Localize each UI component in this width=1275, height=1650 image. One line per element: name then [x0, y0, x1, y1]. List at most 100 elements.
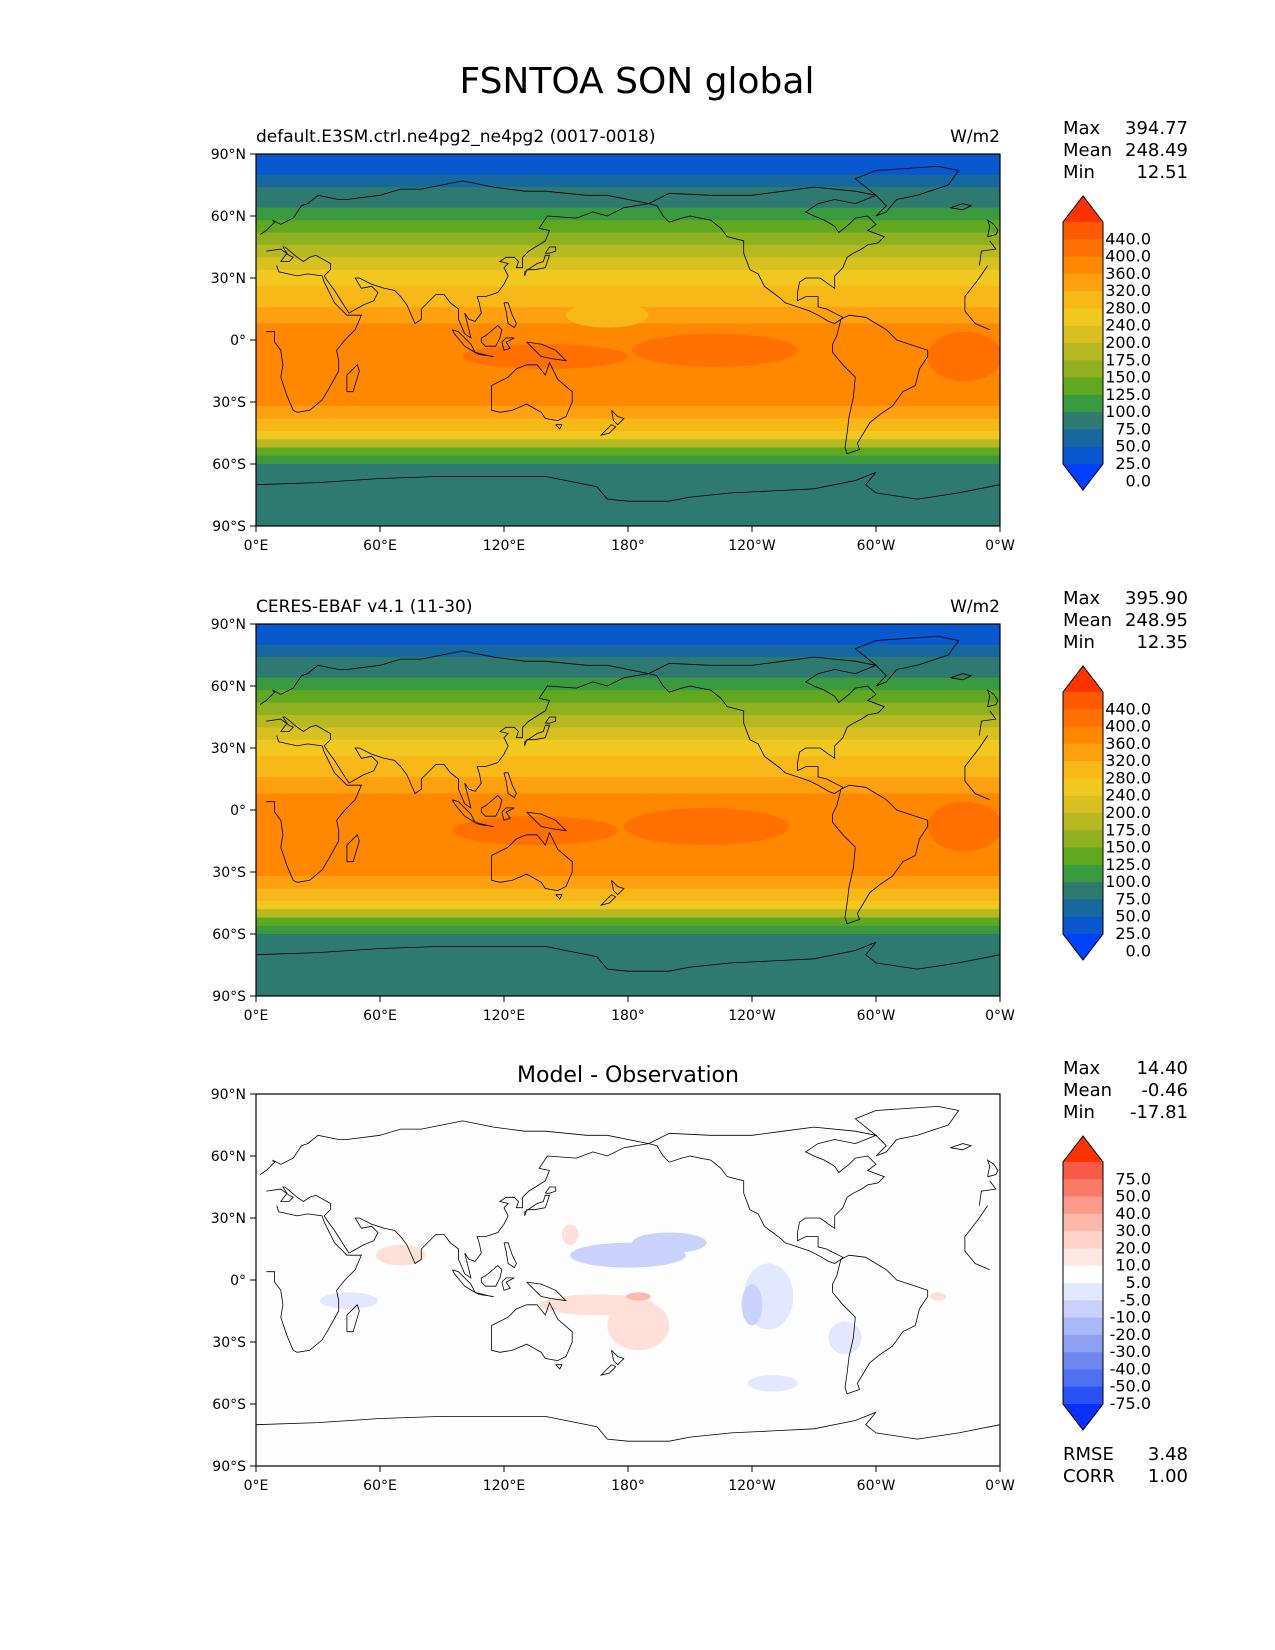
colorbar-swatch — [1063, 847, 1103, 866]
contour-band — [256, 702, 1000, 716]
coastline — [501, 807, 515, 821]
contour-band — [256, 207, 1000, 221]
stat-label: RMSE — [1063, 1444, 1114, 1465]
contour-patch — [828, 1321, 862, 1355]
lat-tick-label: 30°S — [212, 395, 246, 411]
colorbar-label: 360.0 — [1105, 734, 1151, 753]
contour-band — [256, 430, 1000, 440]
colorbar-label: 400.0 — [1105, 247, 1151, 266]
colorbar-swatch — [1063, 1231, 1103, 1249]
stat-value: 395.90 — [1125, 588, 1188, 609]
contour-band — [256, 439, 1000, 448]
coastline — [611, 1350, 625, 1366]
colorbar-swatch — [1063, 412, 1103, 430]
colorbar-swatch — [1063, 360, 1103, 379]
stat-label: CORR — [1063, 1466, 1115, 1487]
coastline — [555, 894, 563, 900]
coastline — [524, 724, 551, 747]
coastline — [950, 203, 973, 211]
coastline — [491, 831, 573, 892]
coastline — [346, 1304, 360, 1333]
lon-tick-label: 60°E — [363, 1478, 397, 1494]
coastline — [978, 240, 997, 266]
lat-tick-label: 0° — [230, 1273, 246, 1289]
colorbar-swatch — [1063, 709, 1103, 728]
coastline — [491, 1301, 573, 1362]
coastline — [611, 880, 625, 896]
colorbar-label: 100.0 — [1105, 402, 1151, 421]
lon-tick-label: 0°W — [985, 538, 1015, 554]
colorbar-label: 400.0 — [1105, 717, 1151, 736]
coastline — [832, 784, 929, 925]
colorbar-label: 0.0 — [1126, 941, 1151, 960]
coastline — [503, 1242, 517, 1269]
contour-band — [256, 406, 1000, 420]
colorbar-label: 50.0 — [1115, 437, 1151, 456]
lat-tick-label: 60°S — [212, 1397, 246, 1413]
colorbar-swatch — [1063, 222, 1103, 240]
coastline — [599, 894, 617, 906]
lon-tick-label: 120°W — [728, 1008, 776, 1024]
map-field — [256, 1094, 1000, 1466]
stat-value: 12.35 — [1136, 632, 1188, 653]
colorbar-swatch — [1063, 1248, 1103, 1267]
contour-patch — [632, 1232, 707, 1254]
lon-tick-label: 60°W — [857, 1478, 896, 1494]
colorbar: 440.0400.0360.0320.0280.0240.0200.0175.0… — [1062, 665, 1151, 961]
coastline — [259, 180, 649, 235]
contour-band — [256, 714, 1000, 728]
contour-patch — [747, 1375, 798, 1392]
colorbar-swatch — [1063, 1352, 1103, 1370]
lat-tick-label: 0° — [230, 333, 246, 349]
coastline — [544, 716, 557, 724]
contour-patch — [927, 801, 1000, 852]
contour-patch — [320, 1292, 378, 1309]
colorbar-swatch — [1063, 394, 1103, 413]
contour-patch — [741, 1284, 763, 1326]
contour-patch — [623, 807, 790, 846]
contour-patch — [566, 302, 649, 328]
contour-band — [256, 644, 1000, 658]
colorbar-label: 280.0 — [1105, 768, 1151, 787]
coastline — [259, 1120, 649, 1175]
coastline — [266, 716, 331, 747]
lon-tick-label: 60°E — [363, 538, 397, 554]
panel-title: default.E3SM.ctrl.ne4pg2_ne4pg2 (0017-00… — [256, 127, 656, 147]
coastline — [854, 165, 960, 217]
contour-band — [256, 455, 1000, 465]
colorbar-label: 240.0 — [1105, 316, 1151, 335]
colorbar-swatch — [1063, 726, 1103, 745]
lon-tick-label: 180° — [611, 1478, 645, 1494]
colorbar-label: 75.0 — [1115, 1169, 1151, 1188]
lon-tick-label: 0°W — [985, 1008, 1015, 1024]
colorbar-label: 125.0 — [1105, 855, 1151, 874]
stat-label: Mean — [1063, 1080, 1112, 1101]
stat-label: Mean — [1063, 140, 1112, 161]
stat-value: -17.81 — [1130, 1102, 1188, 1123]
contour-patch — [625, 1292, 651, 1301]
lon-tick-label: 120°W — [728, 538, 776, 554]
coastline — [555, 1364, 563, 1370]
lat-tick-label: 60°N — [211, 1149, 246, 1165]
lon-tick-label: 120°E — [483, 538, 526, 554]
coastline — [323, 1143, 649, 1279]
contour-patch — [462, 344, 628, 369]
coastline — [611, 410, 625, 426]
colorbar-swatch — [1063, 692, 1103, 710]
colorbar-label: 320.0 — [1105, 751, 1151, 770]
lat-tick-label: 0° — [230, 803, 246, 819]
lon-tick-label: 0°W — [985, 1478, 1015, 1494]
coastline — [599, 1364, 617, 1376]
contour-band — [256, 418, 1000, 432]
colorbar-label: 125.0 — [1105, 385, 1151, 404]
contour-band — [256, 657, 1000, 679]
contour-patch — [375, 1244, 426, 1266]
lon-tick-label: 120°W — [728, 1478, 776, 1494]
colorbar-label: 150.0 — [1105, 838, 1151, 857]
stat-value: 1.00 — [1148, 1466, 1188, 1487]
coastline — [323, 673, 649, 809]
coastline — [256, 1411, 1000, 1442]
coastline — [259, 650, 649, 705]
lon-tick-label: 0°E — [244, 538, 269, 554]
coastline — [950, 673, 973, 681]
